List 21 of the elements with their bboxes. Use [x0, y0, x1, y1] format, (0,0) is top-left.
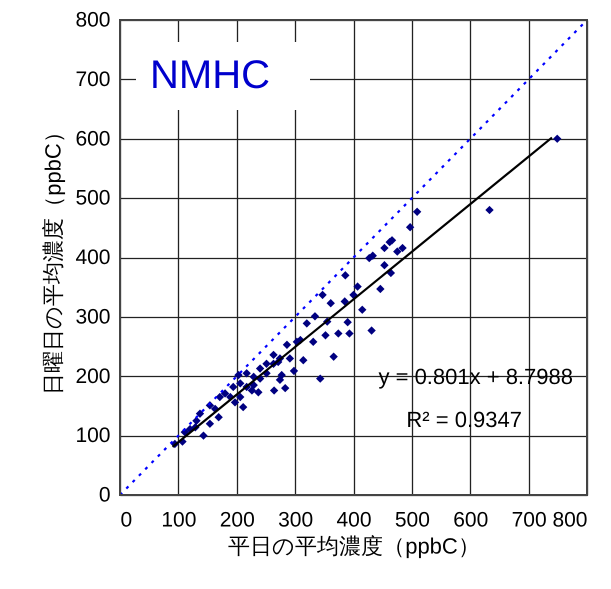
y-tick-label: 0 [98, 484, 110, 506]
x-tick-label: 400 [336, 508, 372, 532]
y-tick-label: 100 [75, 424, 110, 448]
y-tick-label: 500 [75, 186, 110, 210]
annotation: NMHC [150, 53, 270, 97]
x-tick-label: 800 [552, 508, 588, 532]
x-tick-label: 100 [161, 508, 196, 532]
y-tick-label: 200 [75, 364, 110, 388]
y-tick-label: 300 [75, 305, 110, 328]
y-tick-label: 800 [75, 8, 110, 32]
y-tick-label: 700 [75, 68, 110, 91]
x-tick-label: 600 [453, 508, 488, 532]
y-tick-label: 400 [75, 246, 110, 269]
y-tick-label: 600 [75, 127, 110, 150]
x-tick-label: 0 [120, 508, 132, 532]
y-axis-title: 日曜日の平均濃度（ppbC） [40, 121, 66, 395]
x-tick-label: 300 [278, 508, 314, 532]
x-axis-title: 平日の平均濃度（ppbC） [228, 534, 480, 558]
x-tick-label: 500 [394, 508, 430, 532]
x-tick-label: 700 [512, 508, 547, 532]
x-tick-label: 200 [220, 508, 255, 532]
